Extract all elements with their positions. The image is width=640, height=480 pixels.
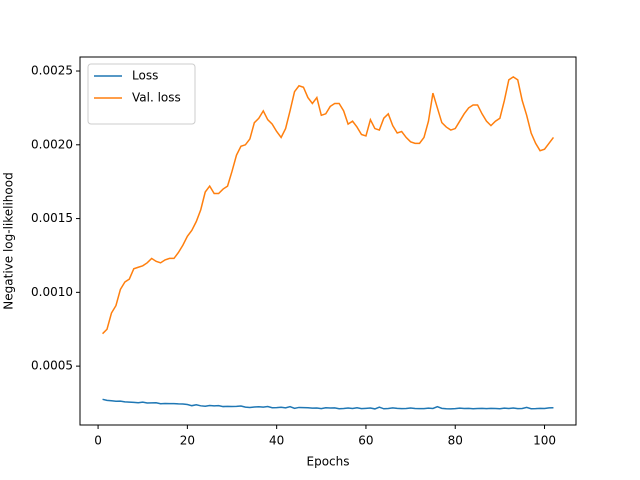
line-series bbox=[102, 76, 555, 335]
plot-frame bbox=[79, 56, 577, 426]
y-tick-label: 0.0005 bbox=[31, 359, 73, 373]
x-tick-label: 0 bbox=[94, 434, 102, 448]
x-tick-label: 40 bbox=[269, 434, 284, 448]
y-tick-label: 0.0020 bbox=[31, 137, 73, 151]
x-axis-label: Epochs bbox=[307, 455, 350, 469]
x-tick-label: 20 bbox=[180, 434, 195, 448]
line-series bbox=[102, 398, 554, 410]
legend-label: Val. loss bbox=[132, 91, 181, 105]
y-axis-label: Negative log-likelihood bbox=[2, 172, 16, 309]
x-tick-label: 100 bbox=[533, 434, 556, 448]
y-tick-label: 0.0015 bbox=[31, 211, 73, 225]
y-tick-label: 0.0025 bbox=[31, 64, 73, 78]
legend-box bbox=[87, 63, 196, 125]
x-tick-label: 60 bbox=[358, 434, 373, 448]
legend-label: Loss bbox=[132, 69, 158, 83]
x-tick-label: 80 bbox=[448, 434, 463, 448]
y-tick-label: 0.0010 bbox=[31, 285, 73, 299]
